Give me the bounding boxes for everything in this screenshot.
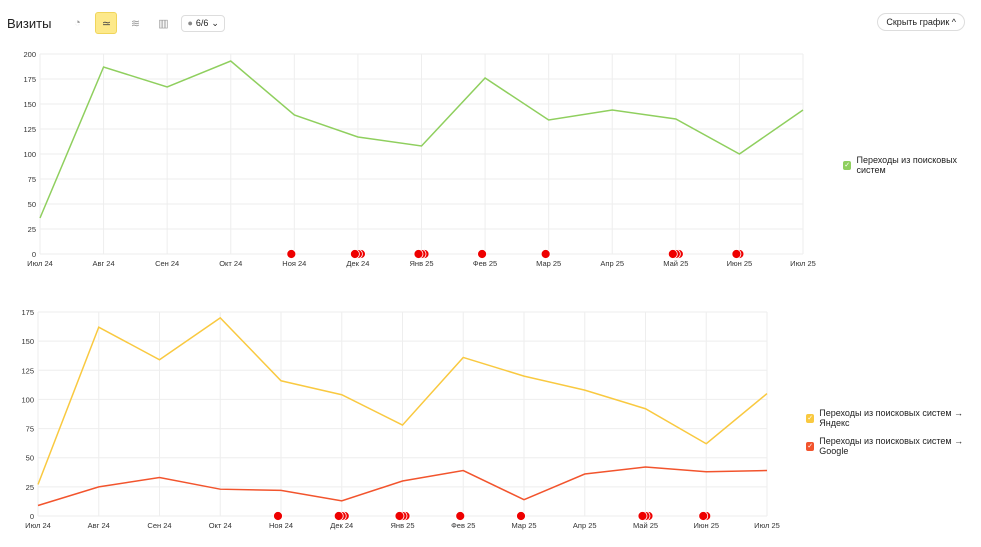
x-tick-label: Сен 24 <box>155 259 179 268</box>
x-tick-label: Июл 25 <box>790 259 816 268</box>
page-title: Визиты <box>7 15 52 31</box>
annotation-marker[interactable] <box>455 511 466 521</box>
x-tick-label: Ноя 24 <box>282 259 306 268</box>
x-tick-label: Июл 24 <box>27 259 53 268</box>
series-line <box>37 466 768 507</box>
y-tick-label: 200 <box>23 50 36 59</box>
legend-item[interactable]: ✓ Переходы из поисковых систем → Google <box>806 436 981 456</box>
y-tick-label: 100 <box>23 150 36 159</box>
x-tick-label: Янв 25 <box>410 259 434 268</box>
annotation-marker[interactable] <box>698 511 709 521</box>
annotation-marker[interactable] <box>286 249 297 259</box>
y-tick-label: 100 <box>21 395 34 404</box>
x-tick-label: Дек 24 <box>330 521 353 530</box>
stacked-area-icon[interactable]: ≋ <box>130 17 141 30</box>
hide-chart-label: Скрыть график <box>886 17 950 27</box>
legend-label: Переходы из поисковых систем → Google <box>819 436 964 456</box>
annotation-marker[interactable] <box>516 511 526 521</box>
y-tick-label: 0 <box>30 512 34 521</box>
y-tick-label: 150 <box>23 100 36 109</box>
annotation-marker[interactable] <box>333 511 344 521</box>
legend-label: Переходы из поисковых систем <box>856 155 958 175</box>
annotation-marker[interactable] <box>413 249 424 259</box>
comment-icon: ● <box>187 18 193 28</box>
y-tick-label: 25 <box>26 483 34 492</box>
chevron-down-icon: ⌄ <box>211 17 219 28</box>
bar-chart-icon[interactable]: ▥ <box>158 17 169 30</box>
y-tick-label: 125 <box>23 125 36 134</box>
y-tick-label: 0 <box>32 250 36 259</box>
x-tick-label: Окт 24 <box>209 521 232 530</box>
x-tick-label: Окт 24 <box>219 259 242 268</box>
legend-2: ✓ Переходы из поисковых систем → Яндекс ✓ П… <box>806 408 981 456</box>
annotation-marker[interactable] <box>273 511 283 521</box>
x-tick-label: Апр 25 <box>600 259 624 268</box>
x-tick-label: Ноя 24 <box>269 521 293 530</box>
annotation-marker[interactable] <box>540 249 551 259</box>
legend-item[interactable]: ✓ Переходы из поисковых систем <box>843 155 981 175</box>
x-tick-label: Янв 25 <box>391 521 415 530</box>
x-tick-label: Июл 24 <box>25 521 51 530</box>
x-tick-label: Июн 25 <box>727 259 753 268</box>
y-tick-label: 150 <box>21 337 34 346</box>
y-tick-label: 75 <box>26 425 34 434</box>
y-tick-label: 50 <box>28 200 36 209</box>
y-tick-label: 75 <box>28 175 36 184</box>
x-tick-label: Фев 25 <box>473 259 497 268</box>
x-tick-label: Май 25 <box>663 259 688 268</box>
legend-item[interactable]: ✓ Переходы из поисковых систем → Яндекс <box>806 408 981 428</box>
x-tick-label: Май 25 <box>633 521 658 530</box>
series-count: 6/6 <box>195 18 209 28</box>
annotation-marker[interactable] <box>477 249 487 259</box>
x-tick-label: Дек 24 <box>346 259 369 268</box>
checkbox-icon[interactable]: ✓ <box>843 160 852 170</box>
y-tick-label: 175 <box>21 308 34 317</box>
x-tick-label: Июл 25 <box>754 521 780 530</box>
y-tick-label: 25 <box>28 225 36 234</box>
x-tick-label: Авг 24 <box>93 259 115 268</box>
y-tick-label: 125 <box>21 366 34 375</box>
x-tick-label: Фев 25 <box>451 521 475 530</box>
annotation-marker[interactable] <box>350 249 360 259</box>
x-tick-label: Июн 25 <box>693 521 719 530</box>
annotation-marker[interactable] <box>637 511 648 521</box>
toolbar: Визиты ◔ ≃ ≋ ▥ ● 6/6 ⌄ <box>7 12 225 34</box>
line-chart-icon[interactable]: ≃ <box>95 12 118 34</box>
x-tick-label: Сен 24 <box>147 521 171 530</box>
series-line <box>39 60 804 219</box>
annotation-marker[interactable] <box>394 511 405 521</box>
series-selector[interactable]: ● 6/6 ⌄ <box>181 14 225 32</box>
annotation-marker[interactable] <box>667 249 678 259</box>
x-tick-label: Авг 24 <box>88 521 110 530</box>
x-tick-label: Мар 25 <box>536 259 561 268</box>
y-tick-label: 50 <box>26 454 34 463</box>
x-tick-label: Апр 25 <box>573 521 597 530</box>
pie-chart-icon[interactable]: ◔ <box>74 17 81 29</box>
annotation-marker[interactable] <box>731 249 742 259</box>
legend-label: Переходы из поисковых систем → Яндекс <box>819 408 964 428</box>
hide-chart-button[interactable]: Скрыть график ^ <box>877 13 965 31</box>
series-line <box>37 316 768 485</box>
y-tick-label: 175 <box>23 75 36 84</box>
checkbox-icon[interactable]: ✓ <box>806 413 815 423</box>
checkbox-icon[interactable]: ✓ <box>806 441 815 451</box>
legend-1: ✓ Переходы из поисковых систем <box>843 155 981 175</box>
x-tick-label: Мар 25 <box>511 521 536 530</box>
